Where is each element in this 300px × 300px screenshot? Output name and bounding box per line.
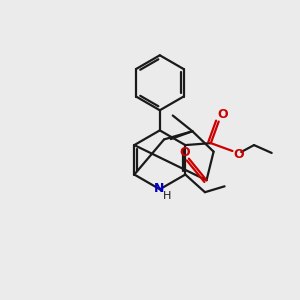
Text: H: H [163,191,171,201]
Text: O: O [217,108,228,121]
Text: O: O [180,146,190,159]
Text: O: O [233,148,244,161]
Text: N: N [154,182,164,195]
